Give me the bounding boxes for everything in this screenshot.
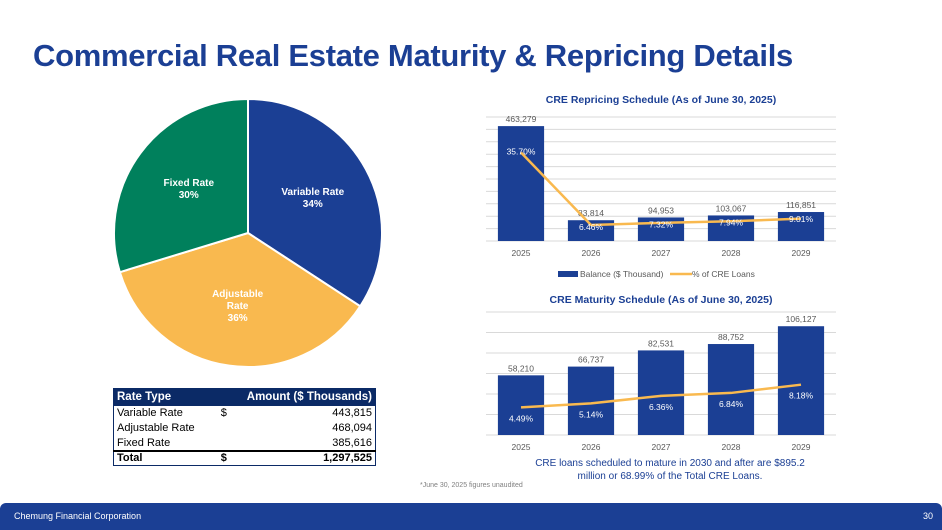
amount-cell: 468,094 [332,422,372,434]
x-tick-label: 2029 [792,248,811,258]
pie-slice-adjustable-rate [118,231,362,368]
dollar-cell [218,436,240,451]
line-value-label: 6.36% [649,402,674,412]
total-label: Total [113,449,218,466]
bar-2027 [637,350,685,435]
bar-value-label: 82,531 [648,338,674,348]
chart-title: CRE Maturity Schedule (As of June 30, 20… [550,294,773,306]
bar-2029 [777,212,825,241]
repricing-schedule-chart: CRE Repricing Schedule (As of June 30, 2… [486,94,836,279]
bar-value-label: 66,737 [578,355,604,365]
maturity-schedule-chart: CRE Maturity Schedule (As of June 30, 20… [486,294,836,452]
header-amount: Amount ($ Thousands) [217,388,376,406]
line-value-label: 7.94% [719,217,744,227]
bar-value-label: 116,851 [786,200,816,210]
rate-type-cell: Variable Rate [117,407,183,419]
pct-line [520,383,802,409]
pie-slice-fixed-rate [113,97,249,274]
footer-bar: Chemung Financial Corporation 30 [0,503,942,530]
amount-cell: 443,815 [332,407,372,419]
bar-value-label: 103,067 [716,203,747,213]
rate-type-pie-chart: Variable Rate 34% Adjustable Rate 36% Fixed R… [113,97,383,368]
line-value-label: 9.01% [789,214,814,224]
bar-value-label: 83,814 [578,208,604,218]
pie-data-label: Variable Rate 34% [281,187,344,210]
bar-value-label: 106,127 [786,314,817,324]
table-header-row: Rate Type Amount ($ Thousands) [113,388,376,406]
amount-cell: 385,616 [332,436,372,449]
pie-data-label: Fixed Rate 30% [163,178,214,201]
bar-value-label: 58,210 [508,363,534,373]
line-value-label: 4.49% [509,413,534,423]
chart-title: CRE Repricing Schedule (As of June 30, 2… [546,94,776,106]
bar-value-label: 463,279 [506,114,537,124]
bar-value-label: 88,752 [718,332,744,342]
rate-type-cell: Adjustable Rate [117,422,195,434]
line-value-label: 7.32% [649,219,674,229]
legend-bar-swatch [558,271,578,277]
dollar-cell: $ [220,407,227,419]
total-amount: 1,297,525 [239,449,376,466]
x-tick-label: 2026 [582,248,601,258]
x-tick-label: 2026 [582,442,601,452]
table-row: Fixed Rate 385,616 [114,436,376,451]
line-value-label: 8.18% [789,391,814,401]
x-tick-label: 2028 [722,248,741,258]
page-number: 30 [922,511,933,521]
company-name: Chemung Financial Corporation [14,511,142,521]
x-tick-label: 2028 [722,442,741,452]
line-value-label: 6.46% [579,222,604,232]
rate-type-table: Rate Type Amount ($ Thousands) Variable … [113,388,376,466]
line-value-label: 35.70% [507,146,536,156]
table-row: Variable Rate $ 443,815 [114,406,376,421]
table-row: Adjustable Rate 468,094 [114,421,376,436]
legend-balance-label: Balance ($ Thousand) [580,269,664,279]
pie-data-label: Adjustable Rate 36% [212,289,264,324]
table-total-row: Total $ 1,297,525 [113,449,376,466]
bar-value-label: 94,953 [648,205,674,215]
pct-line [520,151,802,227]
unaudited-footnote: *June 30, 2025 figures unaudited [420,482,523,489]
bar-2029 [777,326,825,435]
x-tick-label: 2025 [512,248,531,258]
dollar-cell [218,421,240,436]
bar-2025 [497,126,545,241]
bar-2025 [497,375,545,435]
maturity-note: CRE loans scheduled to mature in 2030 an… [535,458,805,482]
rate-type-cell: Fixed Rate [117,436,171,449]
header-rate-type: Rate Type [113,388,218,406]
x-tick-label: 2027 [652,248,671,258]
x-tick-label: 2029 [792,442,811,452]
line-value-label: 5.14% [579,409,604,419]
x-tick-label: 2027 [652,442,671,452]
page-title: Commercial Real Estate Maturity & Repric… [33,38,793,73]
total-dollar: $ [217,449,240,466]
bar-2028 [707,344,755,435]
x-tick-label: 2025 [512,442,531,452]
legend-pct-label: % of CRE Loans [692,269,755,279]
line-value-label: 6.84% [719,399,744,409]
